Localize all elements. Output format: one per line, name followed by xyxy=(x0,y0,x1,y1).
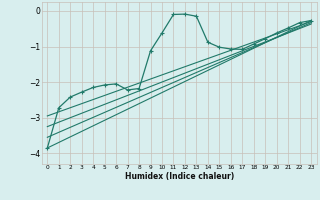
X-axis label: Humidex (Indice chaleur): Humidex (Indice chaleur) xyxy=(124,172,234,181)
